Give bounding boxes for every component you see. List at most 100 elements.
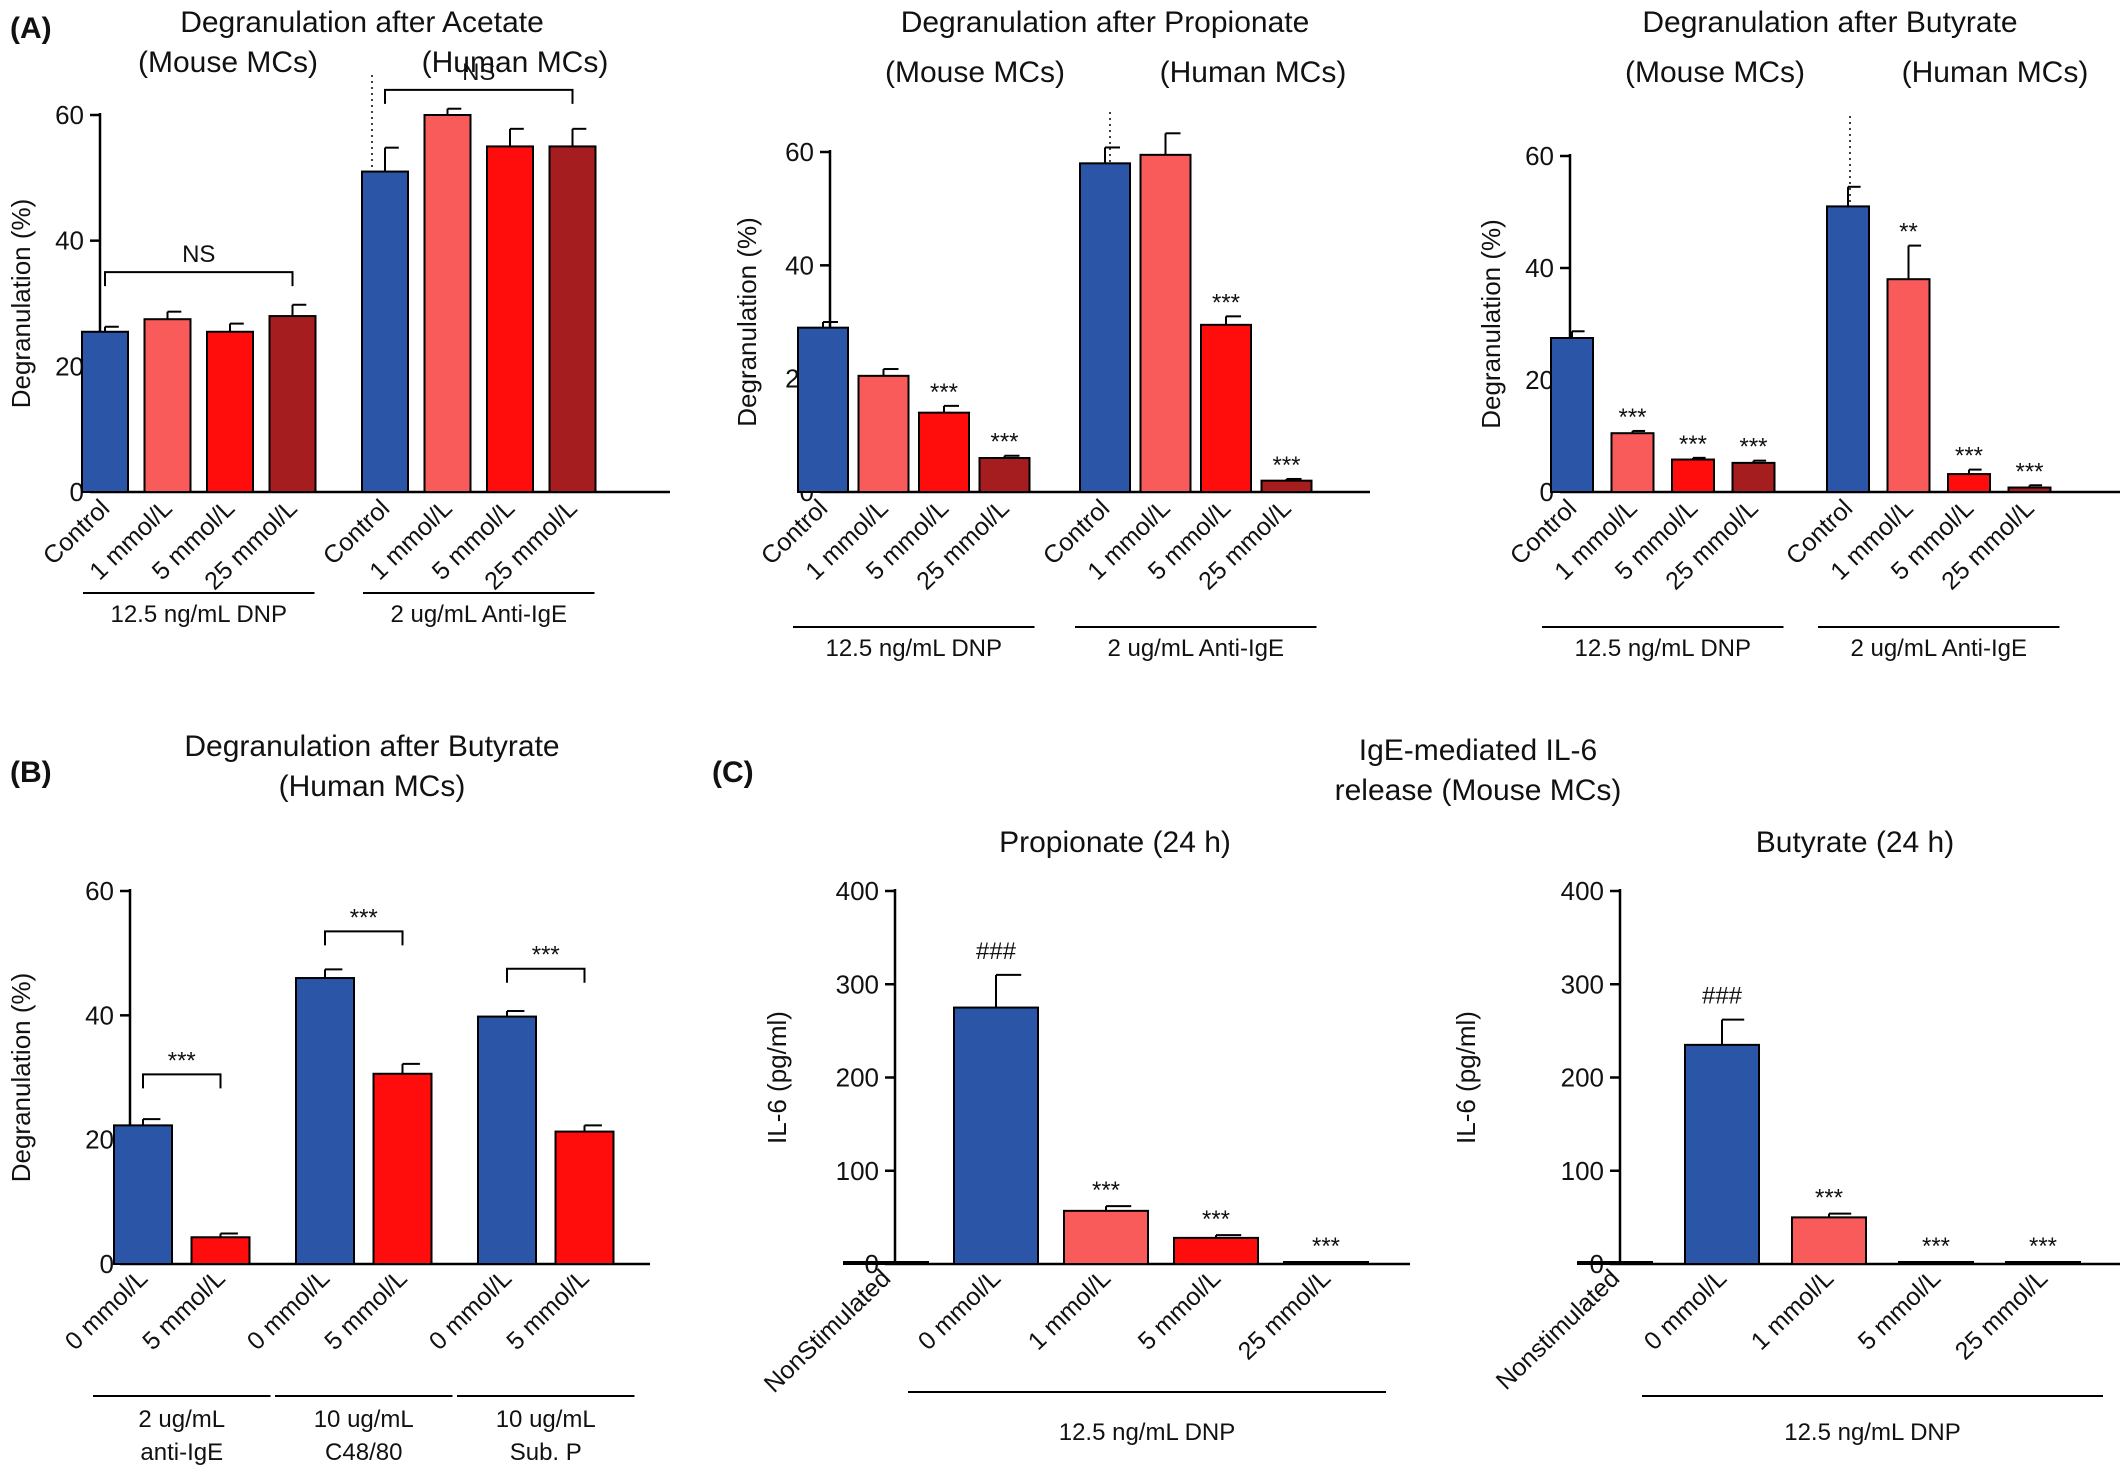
bar xyxy=(918,411,970,493)
chart-subtitle: (Mouse MCs) xyxy=(138,46,318,79)
y-tick-label: 60 xyxy=(55,100,84,130)
group-label: 12.5 ng/mL DNP xyxy=(825,635,1002,662)
category-label: 25 mmol/L xyxy=(1233,1264,1336,1365)
chart-subtitle: (Human MCs) xyxy=(422,46,609,79)
significance-label: *** xyxy=(1679,431,1707,458)
y-axis-label: Degranulation (%) xyxy=(1476,219,1506,429)
y-axis-label: Degranulation (%) xyxy=(6,199,36,409)
significance-label: *** xyxy=(1922,1233,1950,1260)
bar xyxy=(953,1006,1039,1265)
y-axis-label: IL-6 (pg/ml) xyxy=(1451,1011,1481,1144)
y-tick-label: 20 xyxy=(1525,365,1554,395)
bar xyxy=(797,326,849,493)
group-label: 2 ug/mL xyxy=(138,1406,225,1433)
y-tick-label: 60 xyxy=(785,137,814,167)
y-tick-label: 100 xyxy=(1561,1156,1604,1186)
category-label: 0 mmol/L xyxy=(424,1264,517,1356)
category-label: 0 mmol/L xyxy=(913,1264,1006,1356)
y-tick-label: 40 xyxy=(785,250,814,280)
bar xyxy=(295,977,355,1265)
panel-label-c: (C) xyxy=(712,756,754,789)
bar xyxy=(857,374,910,494)
group-label: 12.5 ng/mL DNP xyxy=(110,601,287,628)
bracket-label: *** xyxy=(350,904,378,931)
bar xyxy=(1684,1043,1760,1266)
bar xyxy=(1260,479,1313,493)
significance-label: *** xyxy=(1272,452,1300,479)
chart-title: Degranulation after Butyrate xyxy=(1642,6,2017,39)
group-label: 12.5 ng/mL DNP xyxy=(1059,1419,1236,1446)
bar xyxy=(477,1015,537,1265)
bar xyxy=(1791,1216,1867,1265)
bracket-label: *** xyxy=(168,1047,196,1074)
y-tick-label: 100 xyxy=(836,1156,879,1186)
significance-label: *** xyxy=(2029,1233,2057,1260)
category-label: 0 mmol/L xyxy=(1639,1264,1732,1356)
y-tick-label: 300 xyxy=(836,969,879,999)
significance-label: *** xyxy=(1739,434,1767,461)
y-tick-label: 400 xyxy=(1561,876,1604,906)
bar xyxy=(1063,1209,1149,1266)
y-axis-label: Degranulation (%) xyxy=(6,973,36,1183)
panel-c-heading-line-2: release (Mouse MCs) xyxy=(1335,774,1622,807)
significance-label: *** xyxy=(990,429,1018,456)
category-label: 5 mmol/L xyxy=(1853,1264,1946,1356)
group-label: Sub. P xyxy=(510,1439,582,1466)
category-label: 5 mmol/L xyxy=(137,1264,230,1356)
category-label: 5 mmol/L xyxy=(319,1264,412,1356)
y-tick-label: 200 xyxy=(836,1063,879,1093)
group-label: anti-IgE xyxy=(140,1439,223,1466)
chart-subtitle: (Mouse MCs) xyxy=(885,56,1065,89)
group-label: 10 ug/mL xyxy=(314,1406,414,1433)
chart-subtitle: (Human MCs) xyxy=(279,770,466,803)
chart-title: Degranulation after Propionate xyxy=(901,6,1310,39)
significance-label: ** xyxy=(1899,219,1918,246)
y-tick-label: 0 xyxy=(100,1249,114,1279)
chart-title: Degranulation after Acetate xyxy=(180,6,544,39)
y-tick-label: 300 xyxy=(1561,969,1604,999)
significance-label: *** xyxy=(1092,1177,1120,1204)
significance-label: *** xyxy=(1618,404,1646,431)
bar xyxy=(190,1236,251,1265)
y-tick-label: 0 xyxy=(70,477,84,507)
y-axis-label: Degranulation (%) xyxy=(732,217,762,427)
bracket-label: NS xyxy=(462,59,495,86)
panel-label-a: (A) xyxy=(10,12,52,45)
chart-subtitle: (Human MCs) xyxy=(1160,56,1347,89)
category-label: 1 mmol/L xyxy=(1746,1264,1839,1356)
bar xyxy=(554,1130,615,1265)
bar xyxy=(423,114,472,493)
bar xyxy=(1886,278,1931,494)
chart-subtitle: (Mouse MCs) xyxy=(1625,56,1805,89)
y-tick-label: 60 xyxy=(1525,141,1554,171)
y-tick-label: 20 xyxy=(85,1125,114,1155)
significance-label: ### xyxy=(1702,983,1743,1010)
bar xyxy=(1200,323,1252,494)
significance-label: ### xyxy=(976,938,1017,965)
significance-bracket xyxy=(384,88,574,104)
group-label: C48/80 xyxy=(325,1439,402,1466)
y-tick-label: 200 xyxy=(1561,1063,1604,1093)
chart-6: Butyrate (24 h)0100200300400IL-6 (pg/ml)… xyxy=(1451,826,2120,1446)
chart-title: Propionate (24 h) xyxy=(999,826,1231,859)
bar xyxy=(143,318,192,494)
y-tick-label: 40 xyxy=(55,226,84,256)
significance-label: *** xyxy=(1955,443,1983,470)
bar xyxy=(1173,1236,1259,1266)
chart-title: Degranulation after Butyrate xyxy=(184,730,559,763)
group-label: 2 ug/mL Anti-IgE xyxy=(390,601,567,628)
y-tick-label: 20 xyxy=(55,351,84,381)
bar xyxy=(1671,458,1715,493)
category-label: NonStimulated xyxy=(759,1264,896,1398)
significance-bracket xyxy=(142,1073,222,1089)
panel-c-heading-line-1: IgE-mediated IL-6 xyxy=(1359,734,1597,767)
group-label: 12.5 ng/mL DNP xyxy=(1784,1419,1961,1446)
significance-label: *** xyxy=(930,379,958,406)
bar xyxy=(361,170,409,494)
bar xyxy=(1079,162,1131,493)
y-tick-label: 40 xyxy=(85,1000,114,1030)
bar xyxy=(1947,473,1991,493)
y-tick-label: 40 xyxy=(1525,253,1554,283)
chart-3: Degranulation after Butyrate (Mouse MCs) (… xyxy=(1476,6,2120,662)
group-label: 2 ug/mL Anti-IgE xyxy=(1107,635,1284,662)
